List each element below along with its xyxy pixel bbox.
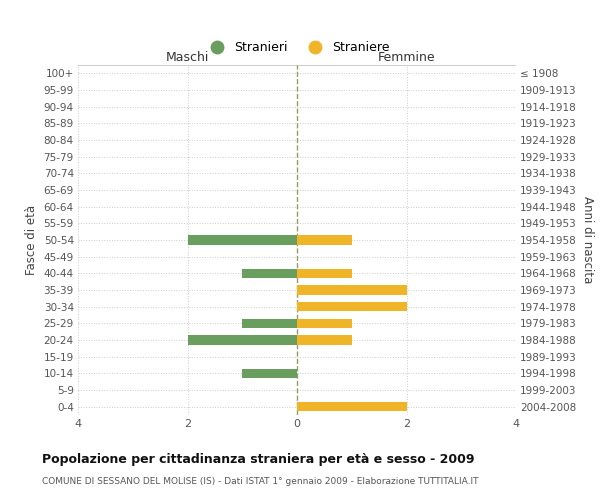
Text: COMUNE DI SESSANO DEL MOLISE (IS) - Dati ISTAT 1° gennaio 2009 - Elaborazione TU: COMUNE DI SESSANO DEL MOLISE (IS) - Dati… xyxy=(42,478,479,486)
Bar xyxy=(297,402,407,411)
Y-axis label: Fasce di età: Fasce di età xyxy=(25,205,38,275)
Bar xyxy=(297,319,352,328)
Bar xyxy=(187,336,297,344)
Bar xyxy=(242,269,297,278)
Text: Femmine: Femmine xyxy=(377,51,436,64)
Bar xyxy=(297,336,352,344)
Bar xyxy=(297,302,407,311)
Legend: Stranieri, Straniere: Stranieri, Straniere xyxy=(199,36,395,59)
Y-axis label: Anni di nascita: Anni di nascita xyxy=(581,196,593,284)
Bar xyxy=(297,236,352,244)
Bar xyxy=(242,319,297,328)
Bar xyxy=(242,369,297,378)
Bar xyxy=(297,269,352,278)
Text: Maschi: Maschi xyxy=(166,51,209,64)
Bar xyxy=(297,286,407,294)
Bar xyxy=(187,236,297,244)
Text: Popolazione per cittadinanza straniera per età e sesso - 2009: Popolazione per cittadinanza straniera p… xyxy=(42,452,475,466)
